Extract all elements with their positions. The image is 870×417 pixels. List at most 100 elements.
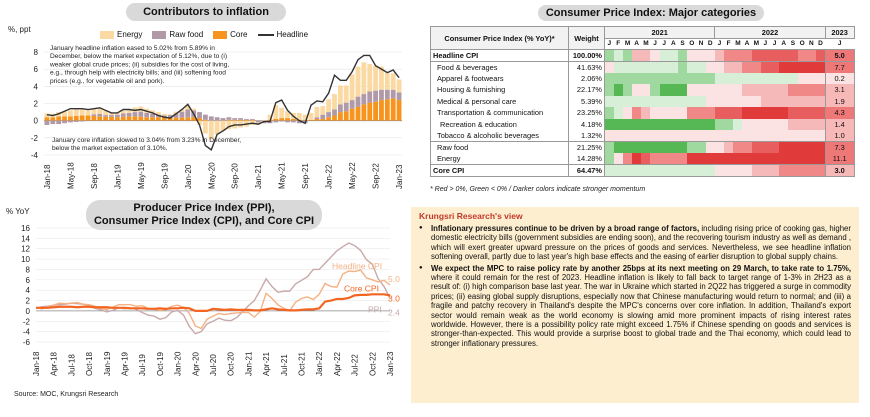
contribution-bar xyxy=(120,116,126,121)
heat-cell xyxy=(769,84,780,96)
ppi-ytick: 2 xyxy=(26,297,31,306)
header-month: F xyxy=(724,38,734,50)
heat-cell xyxy=(604,164,614,177)
contribution-bar xyxy=(285,120,290,123)
category-value: 0.2 xyxy=(824,72,855,84)
header-month: S xyxy=(678,38,688,50)
heat-cell xyxy=(622,49,633,61)
heat-cell xyxy=(622,153,633,165)
contribution-bar xyxy=(85,115,91,121)
heat-cell xyxy=(632,164,642,177)
contribution-bar xyxy=(349,100,355,109)
contribution-bar xyxy=(73,115,79,121)
category-name: Core CPI xyxy=(430,164,569,177)
contribution-bar xyxy=(144,117,150,121)
header-year-2022: 2022 xyxy=(714,26,826,39)
contribution-bar xyxy=(114,112,120,115)
header-month: J xyxy=(659,38,669,50)
heat-cell xyxy=(714,118,725,130)
heat-cell xyxy=(760,164,770,177)
heat-cell xyxy=(622,72,633,84)
contribution-bar xyxy=(91,115,97,121)
contribution-bar xyxy=(332,109,337,116)
contribution-bar xyxy=(150,117,155,121)
contribution-bar xyxy=(208,116,214,121)
research-view-title: Krungsri Research's view xyxy=(419,211,523,221)
series-last-value: 2.4 xyxy=(388,307,400,317)
contributors-xtick: May-21 xyxy=(278,162,287,189)
heat-cell xyxy=(687,60,697,73)
contribution-bar xyxy=(202,114,208,120)
heat-cell xyxy=(806,141,816,153)
heat-cell xyxy=(724,60,734,73)
heat-cell xyxy=(724,118,734,130)
contributors-xtick: Sep-18 xyxy=(90,163,99,189)
contribution-bar xyxy=(332,94,337,110)
contribution-bar xyxy=(314,106,320,118)
contribution-bar xyxy=(302,119,308,121)
contributors-xtick: Jan-22 xyxy=(325,164,334,189)
heat-cell xyxy=(604,49,614,61)
heat-cell xyxy=(806,153,816,165)
contribution-bar xyxy=(355,96,361,107)
heat-cell xyxy=(659,60,669,73)
contribution-bar xyxy=(326,117,332,121)
heat-cell xyxy=(742,72,752,84)
heat-cell xyxy=(668,141,678,153)
contribution-bar xyxy=(379,66,384,90)
heat-cell xyxy=(659,153,669,165)
header-month-2023: J xyxy=(825,38,855,50)
heat-cell xyxy=(659,141,669,153)
heat-cell xyxy=(742,107,752,119)
heat-cell xyxy=(613,95,623,107)
heat-cell xyxy=(632,84,642,96)
ppi-xtick: Jul-20 xyxy=(209,354,218,376)
heat-cell xyxy=(788,84,798,96)
cpi-heatmap-table: Consumer Price Index (% YoY)* Weight 2021 2… xyxy=(430,26,855,177)
header-month: A xyxy=(742,38,752,50)
contribution-bar xyxy=(367,102,373,121)
contribution-bar xyxy=(326,99,332,113)
contribution-bar xyxy=(97,116,103,121)
heat-cell xyxy=(659,107,669,119)
heat-cell xyxy=(769,95,780,107)
contribution-bar xyxy=(332,115,337,121)
category-name: Medical & personal care xyxy=(430,95,569,107)
category-weight: 100.00% xyxy=(568,49,605,61)
contributors-xtick: May-22 xyxy=(348,162,357,189)
heat-cell xyxy=(641,153,651,165)
heat-cell xyxy=(751,60,761,73)
heat-cell xyxy=(678,164,688,177)
heat-cell xyxy=(760,72,770,84)
heat-cell xyxy=(659,130,669,142)
heat-cell xyxy=(687,141,697,153)
heat-cell xyxy=(815,95,826,107)
contribution-bar xyxy=(367,91,373,103)
contribution-bar xyxy=(173,113,179,118)
heat-cell xyxy=(788,72,798,84)
category-value: 3.0 xyxy=(824,164,855,177)
contribution-bar xyxy=(44,120,50,125)
heat-cell xyxy=(742,164,752,177)
heat-cell xyxy=(650,118,660,130)
heat-cell xyxy=(769,130,780,142)
heat-cell xyxy=(742,95,752,107)
heat-cell xyxy=(815,84,826,96)
heat-cell xyxy=(724,107,734,119)
heat-cell xyxy=(650,72,660,84)
heat-cell xyxy=(622,164,633,177)
contribution-bar xyxy=(244,118,249,120)
ppi-xtick: Jan-23 xyxy=(386,351,395,376)
heat-cell xyxy=(751,84,761,96)
heat-cell xyxy=(678,72,688,84)
contributors-xtick: Sep-21 xyxy=(301,163,310,189)
heat-cell xyxy=(779,118,789,130)
contributors-xtick: Jan-20 xyxy=(184,164,193,189)
heat-cell xyxy=(687,153,697,165)
contribution-bar xyxy=(320,114,326,119)
contribution-bar xyxy=(367,64,373,92)
heat-cell xyxy=(696,95,706,107)
ppi-xtick: Jan-18 xyxy=(32,351,41,376)
contributors-xtick: May-19 xyxy=(137,162,146,189)
contribution-bar xyxy=(161,117,167,121)
